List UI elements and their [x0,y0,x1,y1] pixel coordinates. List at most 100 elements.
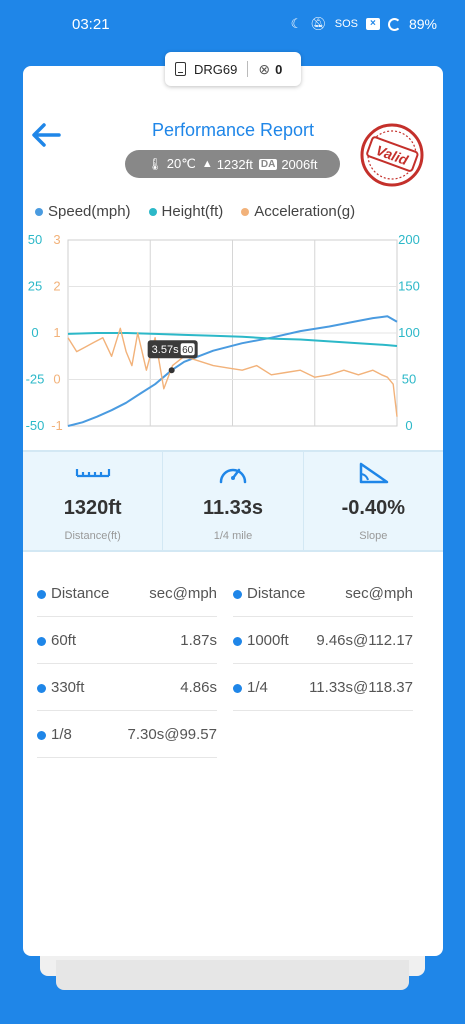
page-title: Performance Report [151,120,315,140]
axis-tick-speed: 150 [398,279,420,294]
ruler-icon [75,469,110,478]
list-item: Distance sec@mph [37,570,217,617]
stat-time-label: 1/4 mile [213,530,253,542]
axis-tick-speed: 50 [402,372,416,387]
card-stack-shadow-1 [56,960,409,990]
sim-icon: × [365,18,380,30]
stat-slope-label: Slope [359,530,388,542]
results-row: 60ft 1.87s 1000ft 9.46s@112.17 [37,617,431,664]
bullet-icon [233,684,242,693]
result-name: 60ft [51,632,77,649]
chart-marker-point [168,367,175,374]
chart-tooltip-time: 3.57s [152,344,179,356]
result-name: 1000ft [247,632,289,649]
axis-tick-acceleration: -1 [51,418,63,433]
axis-tick-height: 25 [28,279,42,294]
stat-time: 11.33s 1/4 mile [162,452,302,550]
axis-tick-acceleration: 1 [53,325,60,340]
summary-stats: 1320ft Distance(ft) 11.33s 1/4 mile -0.4… [23,450,443,552]
mountain-icon: ▲ [201,158,213,170]
axis-tick-height: 50 [28,232,42,247]
result-value: 11.33s@118.37 [309,679,413,696]
axis-tick-speed: 100 [398,325,420,340]
legend-acceleration-label: Acceleration(g) [254,203,356,220]
slope-icon [360,462,389,484]
axis-tick-speed: 0 [405,418,412,433]
divider [247,61,249,77]
legend-height-dot [148,207,157,216]
legend-speed[interactable]: Speed(mph) [35,203,131,220]
speedometer-icon [219,468,247,484]
status-icons: ☾ 🔕︎ SOS × 89% [291,16,437,32]
result-value: sec@mph [345,585,413,602]
result-value: 7.30s@99.57 [127,726,217,743]
list-item: 330ft 4.86s [37,664,217,711]
altitude-value: 1232ft [216,156,253,172]
thermometer-icon: 🌡︎ [147,157,163,171]
chart-legend: Speed(mph) Height(ft) Acceleration(g) [35,203,355,220]
result-name: Distance [247,585,306,602]
status-bar: 03:21 ☾ 🔕︎ SOS × 89% [0,0,465,40]
axis-tick-speed: 200 [398,232,420,247]
series-line-acceleration [67,327,398,417]
axis-tick-height: 0 [31,325,38,340]
result-value: 4.86s [180,679,217,696]
da-icon: DA [258,158,278,170]
series-line-speed [67,315,398,427]
conditions-pill: 🌡︎ 20℃ ▲ 1232ft DA 2006ft [125,150,340,178]
series-line-height [67,332,398,347]
sos-label: SOS [334,18,358,30]
moon-icon: ☾ [290,16,303,31]
legend-acceleration-dot [241,207,250,216]
list-item: 1/4 11.33s@118.37 [233,664,413,711]
valid-stamp: Valid [360,123,424,187]
bullet-icon [37,637,46,646]
satellite-count: 0 [275,61,283,77]
stat-slope-value: -0.40% [341,497,405,519]
list-item: 60ft 1.87s [37,617,217,664]
legend-height-label: Height(ft) [161,203,224,220]
chart-tooltip-speed: 60 [182,345,194,356]
result-name: 1/8 [51,726,72,743]
results-row-header: Distance sec@mph Distance sec@mph [37,570,431,617]
legend-acceleration[interactable]: Acceleration(g) [241,203,355,220]
results-row: 1/8 7.30s@99.57 [37,711,431,758]
bullet-icon [37,590,46,599]
battery-level: 89% [408,16,437,32]
result-name: 330ft [51,679,85,696]
legend-height[interactable]: Height(ft) [148,203,224,220]
bullet-icon [233,637,242,646]
bullet-icon [37,684,46,693]
axis-tick-acceleration: 3 [53,232,60,247]
axis-tick-height: -50 [26,418,45,433]
results-row: 330ft 4.86s 1/4 11.33s@118.37 [37,664,431,711]
chart-tooltip-badge [180,343,195,356]
density-altitude-value: 2006ft [281,156,318,172]
stat-time-value: 11.33s [202,497,264,519]
device-name: DRG69 [194,61,238,77]
result-value: 1.87s [180,632,217,649]
report-card: Performance Report 🌡︎ 20℃ ▲ 1232ft DA 2006f… [23,66,443,956]
stat-distance-value: 1320ft [63,497,122,519]
device-indicator[interactable]: DRG69 ⊗ 0 [165,52,301,86]
list-item: 1000ft 9.46s@112.17 [233,617,413,664]
axis-tick-acceleration: 2 [53,279,60,294]
list-item: 1/8 7.30s@99.57 [37,711,217,758]
list-item: Distance sec@mph [233,570,413,617]
device-icon [175,62,186,76]
axis-tick-height: -25 [26,372,45,387]
back-arrow-icon[interactable] [29,118,63,152]
legend-speed-dot [35,207,43,216]
stat-distance-label: Distance(ft) [64,530,121,542]
status-time: 03:21 [72,16,110,33]
result-name: 1/4 [247,679,268,696]
satellite-icon: ⊗ [258,60,271,77]
stat-slope: -0.40% Slope [302,452,443,550]
result-value: 9.46s@112.17 [316,632,413,649]
legend-speed-label: Speed(mph) [48,203,131,220]
battery-ring-icon [387,17,401,31]
temperature-value: 20℃ [166,156,196,171]
result-name: Distance [51,585,110,602]
bullet-icon [233,590,242,599]
